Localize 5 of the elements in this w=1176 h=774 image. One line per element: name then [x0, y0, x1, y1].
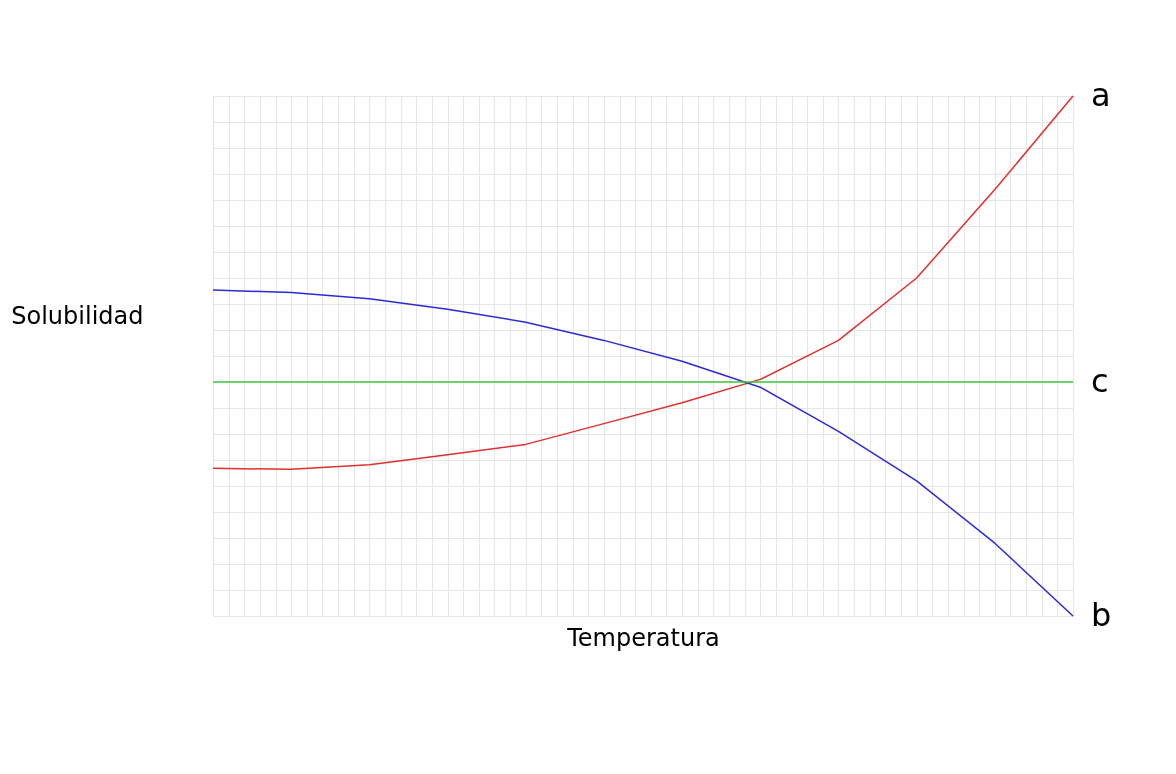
- series-label: b: [1091, 596, 1112, 634]
- series-label: c: [1091, 362, 1109, 400]
- series-label: a: [1091, 76, 1111, 114]
- y-axis-title: Solubilidad: [11, 301, 144, 330]
- x-axis-title: Temperatura: [566, 623, 720, 652]
